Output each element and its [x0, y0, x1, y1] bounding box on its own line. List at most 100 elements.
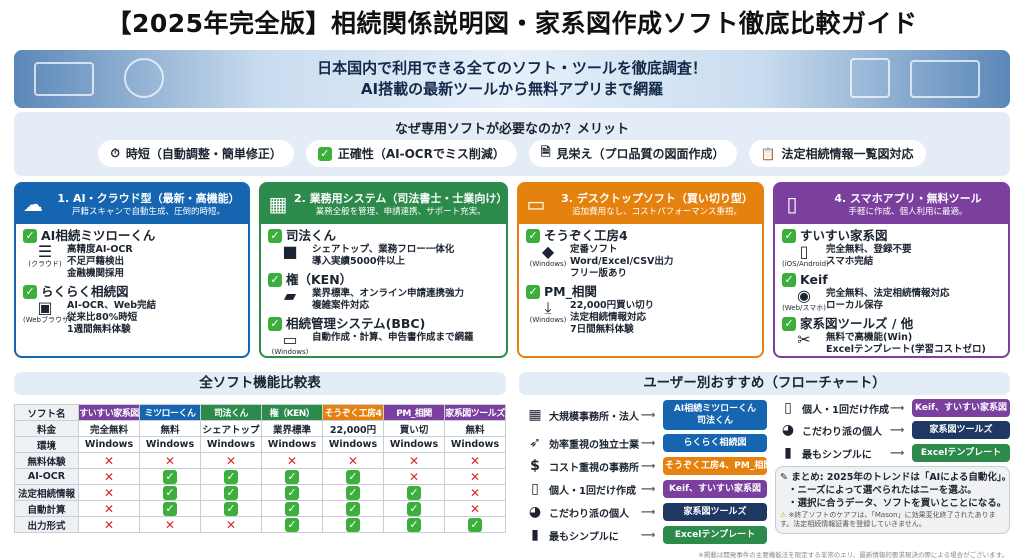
box-icon: ◆ (Windows) [526, 244, 570, 280]
check-icon: ✓ [346, 469, 360, 484]
category-header: ▭ 3. デスクトップソフト（買い切り型） 追加費用なし、コストパフォーマンス重視。 [519, 184, 762, 224]
category-header: ▯ 4. スマホアプリ・無料ツール 手軽に作成、個人利用に最適。 [775, 184, 1008, 224]
arrow-icon: ⟶ [890, 447, 905, 459]
cell-no: ✕ [139, 516, 201, 533]
recommendation-badge[interactable]: らくらく相続図 [663, 434, 767, 452]
software-details: ▭ (Windows) 自動作成・計算、申告書作成まで網羅 [268, 332, 506, 357]
cell-yes: ✓ [383, 516, 445, 533]
platform-label: (クラウド) [28, 260, 62, 268]
check-icon: ✓ [407, 485, 421, 500]
category-subtitle: 業務全般を管理、申請連携、サポート充実。 [315, 206, 486, 217]
recommendation-badge[interactable]: そうぞく工房4、PM_相関 [663, 457, 772, 475]
software-description: 22,000円買い切り 法定相続情報対応 7日間無料体験 [570, 300, 654, 336]
arrow-icon: ⟶ [641, 409, 656, 421]
recommendation-badge[interactable]: 家系図ツールズ [912, 421, 1010, 439]
summary-title: ✎ まとめ: 2025年のトレンドは「AIによる自動化」。 [780, 471, 1011, 484]
recommendation-badge[interactable]: Excelテンプレート [663, 526, 767, 544]
cell-yes: ✓ [139, 500, 201, 517]
platform-label: (iOS/Android) [782, 260, 829, 268]
cell-yes: ✓ [322, 468, 384, 485]
check-icon: ✓ [782, 229, 796, 243]
check-icon: ✓ [526, 229, 540, 243]
software-item[interactable]: ✓ 権（KEN） ▰ 業界標準、オンライン申請連携強力 複雑案件対応 [268, 272, 506, 312]
cell-no: ✕ [444, 500, 506, 517]
flow-row: ▦ 大規模事務所・法人 ⟶ AI相続ミツローくん 司法くん [525, 400, 767, 430]
software-name-text: PM_相関 [544, 284, 597, 299]
category-subtitle: 追加費用なし、コストパフォーマンス重視。 [572, 206, 742, 217]
flow-row: ◕ こだわり派の個人 ⟶ 家系図ツールズ [778, 420, 1010, 440]
recommendation-badge[interactable]: 家系図ツールズ [663, 503, 767, 521]
summary-box: ✎ まとめ: 2025年のトレンドは「AIによる自動化」。 ・ニーズによって選べ… [775, 466, 1011, 534]
smartphone-icon: ▯ [784, 400, 792, 416]
cell-no: ✕ [322, 452, 384, 469]
software-name-text: Keif [800, 272, 828, 287]
software-description: 業界標準、オンライン申請連携強力 複雑案件対応 [312, 288, 464, 312]
cell-no: ✕ [78, 452, 140, 469]
column-header: PM_相関 [383, 404, 445, 421]
description-line: 法定相続情報対応 [570, 312, 647, 323]
summary-point: ・選択に合うデータ、ソフトを買いとことになる。 [788, 498, 1007, 509]
platform-label: (Windows) [271, 348, 309, 356]
software-details: ◉ (Web/スマホ) 完全無料、法定相続情報対応 ローカル保存 [782, 286, 1008, 313]
cell-no: ✕ [200, 452, 262, 469]
table-row: 環境 Windows Windows Windows Windows Windows Win… [14, 436, 506, 453]
software-item[interactable]: ✓ そうぞく工房4 ◆ (Windows) 定番ソフト Word/Excel/CSV出力フ… [526, 228, 762, 280]
cell-yes: ✓ [261, 500, 323, 517]
software-item[interactable]: ✓ Keif ◉ (Web/スマホ) 完全無料、法定相続情報対応 ローカル保存 [782, 272, 1008, 312]
recommendation-badge[interactable]: Excelテンプレート [912, 444, 1010, 462]
category-title-text: 2. 業務用システム（司法書士・士業向け） [294, 191, 508, 205]
summary-point: ・ニーズによって選べられたはニーを選ぶ。 [788, 485, 977, 496]
table-cell: Windows [444, 436, 506, 453]
cell-no: ✕ [78, 500, 140, 517]
recommendation-badge[interactable]: Keif、すいすい家系図 [912, 399, 1010, 417]
software-details: ■ シェアトップ、業務フロー一体化 導入実績5000件以上 [268, 244, 506, 268]
briefcase-icon: ■ [282, 242, 298, 261]
category-card: ▯ 4. スマホアプリ・無料ツール 手軽に作成、個人利用に最適。 ✓ すいすい家系図 ▯(… [773, 182, 1010, 358]
recommendation-badge[interactable]: AI相続ミツローくん 司法くん [663, 400, 767, 430]
arrow-icon: ⟶ [641, 483, 656, 495]
check-icon: ✓ [224, 469, 238, 484]
cell-yes: ✓ [444, 516, 506, 533]
folder-icon: ▰ [283, 286, 297, 305]
description-line: ローカル保存 [826, 300, 884, 311]
description-line: 7日間無料体験 [570, 324, 634, 335]
laptop-illustration [910, 60, 980, 98]
cross-icon: ✕ [469, 469, 481, 484]
chrome-icon: ◉ (Web/スマホ) [782, 286, 826, 313]
software-name: ✓ すいすい家系図 [782, 228, 1008, 244]
software-name: ✓ らくらく相続図 [23, 284, 248, 300]
page-title: 【2025年完全版】相続関係説明図・家系図作成ソフト徹底比較ガイド [106, 9, 918, 38]
cross-icon: ✕ [103, 501, 115, 516]
user-type: 最もシンプルに [549, 531, 619, 543]
merit-legal-chart: 📋 法定相続情報一覧図対応 [748, 140, 926, 167]
software-item[interactable]: ✓ らくらく相続図 ▣ (Webブラウザ) AI-OCR、Web完結 従来比80%時短 1週… [23, 284, 248, 336]
cell-no: ✕ [261, 452, 323, 469]
web-icon: ▣ (Webブラウザ) [23, 298, 72, 325]
software-name-text: そうぞく工房4 [544, 228, 628, 243]
clipboard-icon: 📋 [760, 146, 776, 161]
merit-label: 法定相続情報一覧図対応 [781, 147, 914, 161]
software-item[interactable]: ✓ PM_相関 ⤓ (Windows) 22,000円買い切り 法定相続情報対応 7日間無料… [526, 284, 762, 336]
table-cell: 22,000円 [322, 420, 384, 437]
user-type: こだわり派の個人 [549, 508, 629, 520]
comparison-table: ソフト名 すいすい家系図 ミツローくん 司法くん 権（KEN） そうぞく工房4 PM_相関家… [14, 404, 506, 533]
software-item[interactable]: ✓ 司法くん ■ シェアトップ、業務フロー一体化 導入実績5000件以上 [268, 228, 506, 268]
description-line: 完全無料、法定相続情報対応 [826, 288, 950, 299]
table-cell: Windows [261, 436, 323, 453]
recommendation-badge[interactable]: Keif、すいすい家系図 [663, 480, 767, 498]
platform-label: (Windows) [529, 316, 567, 324]
arrow-icon: ⟶ [641, 460, 656, 472]
software-item[interactable]: ✓ 相続管理システム(BBC) ▭ (Windows) 自動作成・計算、申告書作成まで網… [268, 316, 506, 356]
check-icon: ✓ [782, 273, 796, 287]
user-type: 個人・1回だけ作成 [802, 404, 889, 416]
category-subtitle: 戸籍スキャンで自動生成、圧倒的時短。 [71, 206, 225, 217]
software-item[interactable]: ✓ AI相続ミツローくん ☰ (クラウド) 高精度AI-OCR 不足戸籍検出 金融機関採用 [23, 228, 248, 280]
check-icon: ✓ [163, 469, 177, 484]
software-item[interactable]: ✓ 家系図ツールズ / 他 ✂ 無料で高機能(Win) Excelテンプレート(学習コス… [782, 316, 1008, 356]
cell-no: ✕ [78, 468, 140, 485]
bar-chart-icon: ▮ [531, 527, 539, 543]
category-title-text: 4. スマホアプリ・無料ツール [834, 191, 982, 205]
check-icon: ✓ [163, 501, 177, 516]
software-item[interactable]: ✓ すいすい家系図 ▯ (iOS/Android) 完全無料、登録不要 スマホ完結 [782, 228, 1008, 268]
warning-note-text: ※終了ソフトのケアフは、「Mason」に効果変化終了されたあります。法定相続情報… [780, 511, 996, 528]
